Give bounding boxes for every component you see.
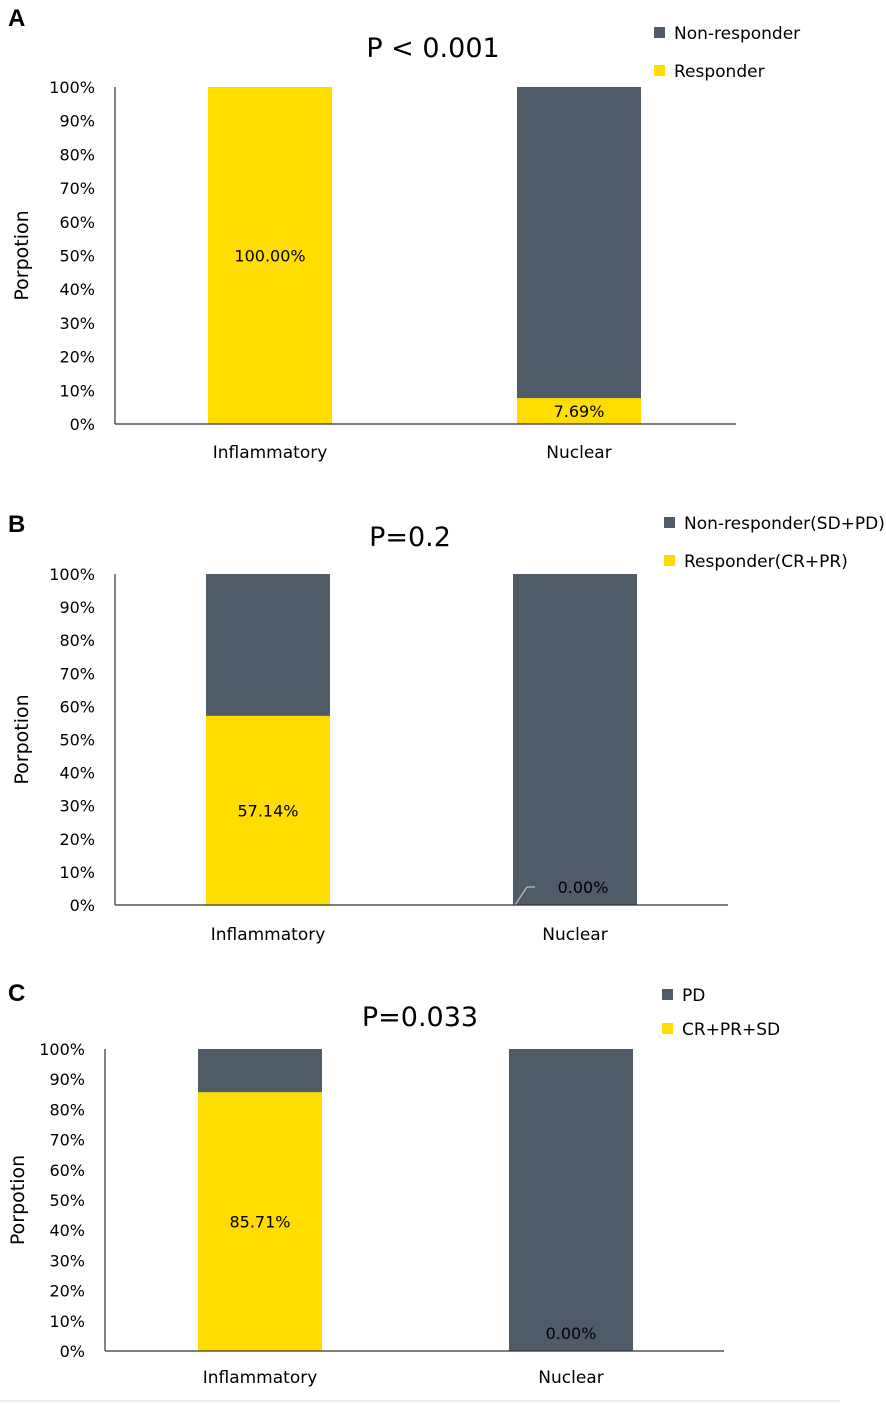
panel-a-ytick-label: 90% bbox=[59, 112, 95, 131]
panel-b-bar-nuclear-non-responder bbox=[513, 574, 637, 905]
panel-b-data-label: 57.14% bbox=[237, 801, 298, 820]
panel-b-ytick-label: 50% bbox=[59, 731, 95, 750]
panel-b-ytick-label: 80% bbox=[59, 631, 95, 650]
panel-c-ytick-label: 90% bbox=[49, 1070, 85, 1089]
panel-b-y-axis-title: Porpotion bbox=[11, 694, 33, 784]
panel-c-ytick-label: 80% bbox=[49, 1100, 85, 1119]
panel-a-legend-swatch bbox=[654, 65, 665, 76]
panel-b-legend-swatch bbox=[664, 517, 675, 528]
panel-a-ytick-label: 30% bbox=[59, 314, 95, 333]
panel-c-y-axis-title: Porpotion bbox=[7, 1155, 29, 1245]
panel-a-category-label: Inflammatory bbox=[213, 443, 328, 463]
panel-c-ytick-label: 60% bbox=[49, 1161, 85, 1180]
panel-c-ytick-label: 50% bbox=[49, 1191, 85, 1210]
panel-b-letter: B bbox=[8, 511, 25, 538]
panel-a-ytick-label: 50% bbox=[59, 247, 95, 266]
panel-c-legend-swatch bbox=[662, 1023, 673, 1034]
panel-c-category-label: Inflammatory bbox=[203, 1368, 318, 1388]
panel-a-ytick-label: 60% bbox=[59, 213, 95, 232]
panel-a-ytick-label: 40% bbox=[59, 280, 95, 299]
panel-b-ytick-label: 10% bbox=[59, 863, 95, 882]
panel-b-ytick-label: 70% bbox=[59, 664, 95, 683]
panel-b-legend-label: Responder(CR+PR) bbox=[684, 552, 848, 572]
panel-b-data-label: 0.00% bbox=[558, 878, 609, 897]
panel-b-bar-inflammatory-non-responder bbox=[206, 574, 330, 716]
panel-c-legend-swatch bbox=[662, 989, 673, 1000]
panel-c-ytick-label: 70% bbox=[49, 1131, 85, 1150]
panel-b-legend-label: Non-responder(SD+PD) bbox=[684, 514, 885, 534]
panel-a-legend-label: Non-responder bbox=[674, 24, 800, 44]
panel-a-bar-nuclear-non-responder bbox=[517, 87, 641, 399]
panel-a-legend-swatch bbox=[654, 27, 665, 38]
panel-c-bar-inflammatory-non-responder bbox=[198, 1049, 322, 1093]
panel-c-ytick-label: 100% bbox=[39, 1040, 85, 1059]
panel-a-category-label: Nuclear bbox=[546, 443, 611, 463]
panel-c-bar-nuclear-non-responder bbox=[509, 1049, 633, 1351]
panel-a-legend-label: Responder bbox=[674, 62, 765, 82]
panel-c-letter: C bbox=[8, 980, 25, 1007]
panel-c-category-label: Nuclear bbox=[538, 1368, 603, 1388]
panel-b-data-label-leader bbox=[514, 886, 535, 906]
panel-a-data-label: 7.69% bbox=[554, 402, 605, 421]
panel-b-category-label: Inflammatory bbox=[211, 925, 326, 945]
panel-c-data-label: 85.71% bbox=[229, 1213, 290, 1232]
panel-a-ytick-label: 100% bbox=[49, 78, 95, 97]
panel-a-bar-nuclear-responder bbox=[517, 398, 641, 424]
panel-b-ytick-label: 90% bbox=[59, 598, 95, 617]
panel-b-ytick-label: 30% bbox=[59, 797, 95, 816]
panel-b-ytick-label: 60% bbox=[59, 697, 95, 716]
panel-c-title: P=0.033 bbox=[362, 1002, 478, 1033]
panel-c-ytick-label: 30% bbox=[49, 1251, 85, 1270]
panel-b-ytick-label: 100% bbox=[49, 565, 95, 584]
panel-b-legend-swatch bbox=[664, 555, 675, 566]
panel-a-ytick-label: 80% bbox=[59, 145, 95, 164]
panel-c-data-label: 0.00% bbox=[546, 1324, 597, 1343]
panel-a-y-axis-title: Porpotion bbox=[11, 210, 33, 300]
panel-a-title: P < 0.001 bbox=[366, 33, 499, 64]
panel-a-bar-inflammatory-responder bbox=[208, 87, 332, 424]
panel-b-ytick-label: 20% bbox=[59, 830, 95, 849]
panel-c-ytick-label: 0% bbox=[60, 1342, 85, 1361]
panel-a-letter: A bbox=[8, 5, 25, 32]
panel-b-title: P=0.2 bbox=[369, 522, 451, 553]
panel-c-legend-label: PD bbox=[682, 986, 705, 1006]
panel-a-ytick-label: 0% bbox=[70, 415, 95, 434]
panel-b-ytick-label: 40% bbox=[59, 764, 95, 783]
panel-c-legend-label: CR+PR+SD bbox=[682, 1020, 780, 1040]
panel-a-ytick-label: 70% bbox=[59, 179, 95, 198]
panel-a-data-label: 100.00% bbox=[234, 247, 305, 266]
panel-c-bar-inflammatory-responder bbox=[198, 1092, 322, 1351]
panel-c-ytick-label: 20% bbox=[49, 1282, 85, 1301]
panel-b-category-label: Nuclear bbox=[542, 925, 607, 945]
panel-b-ytick-label: 0% bbox=[70, 896, 95, 915]
panel-a-ytick-label: 10% bbox=[59, 381, 95, 400]
panel-c-ytick-label: 10% bbox=[49, 1312, 85, 1331]
panel-c-ytick-label: 40% bbox=[49, 1221, 85, 1240]
panel-a-ytick-label: 20% bbox=[59, 348, 95, 367]
panel-b-bar-inflammatory-responder bbox=[206, 715, 330, 905]
